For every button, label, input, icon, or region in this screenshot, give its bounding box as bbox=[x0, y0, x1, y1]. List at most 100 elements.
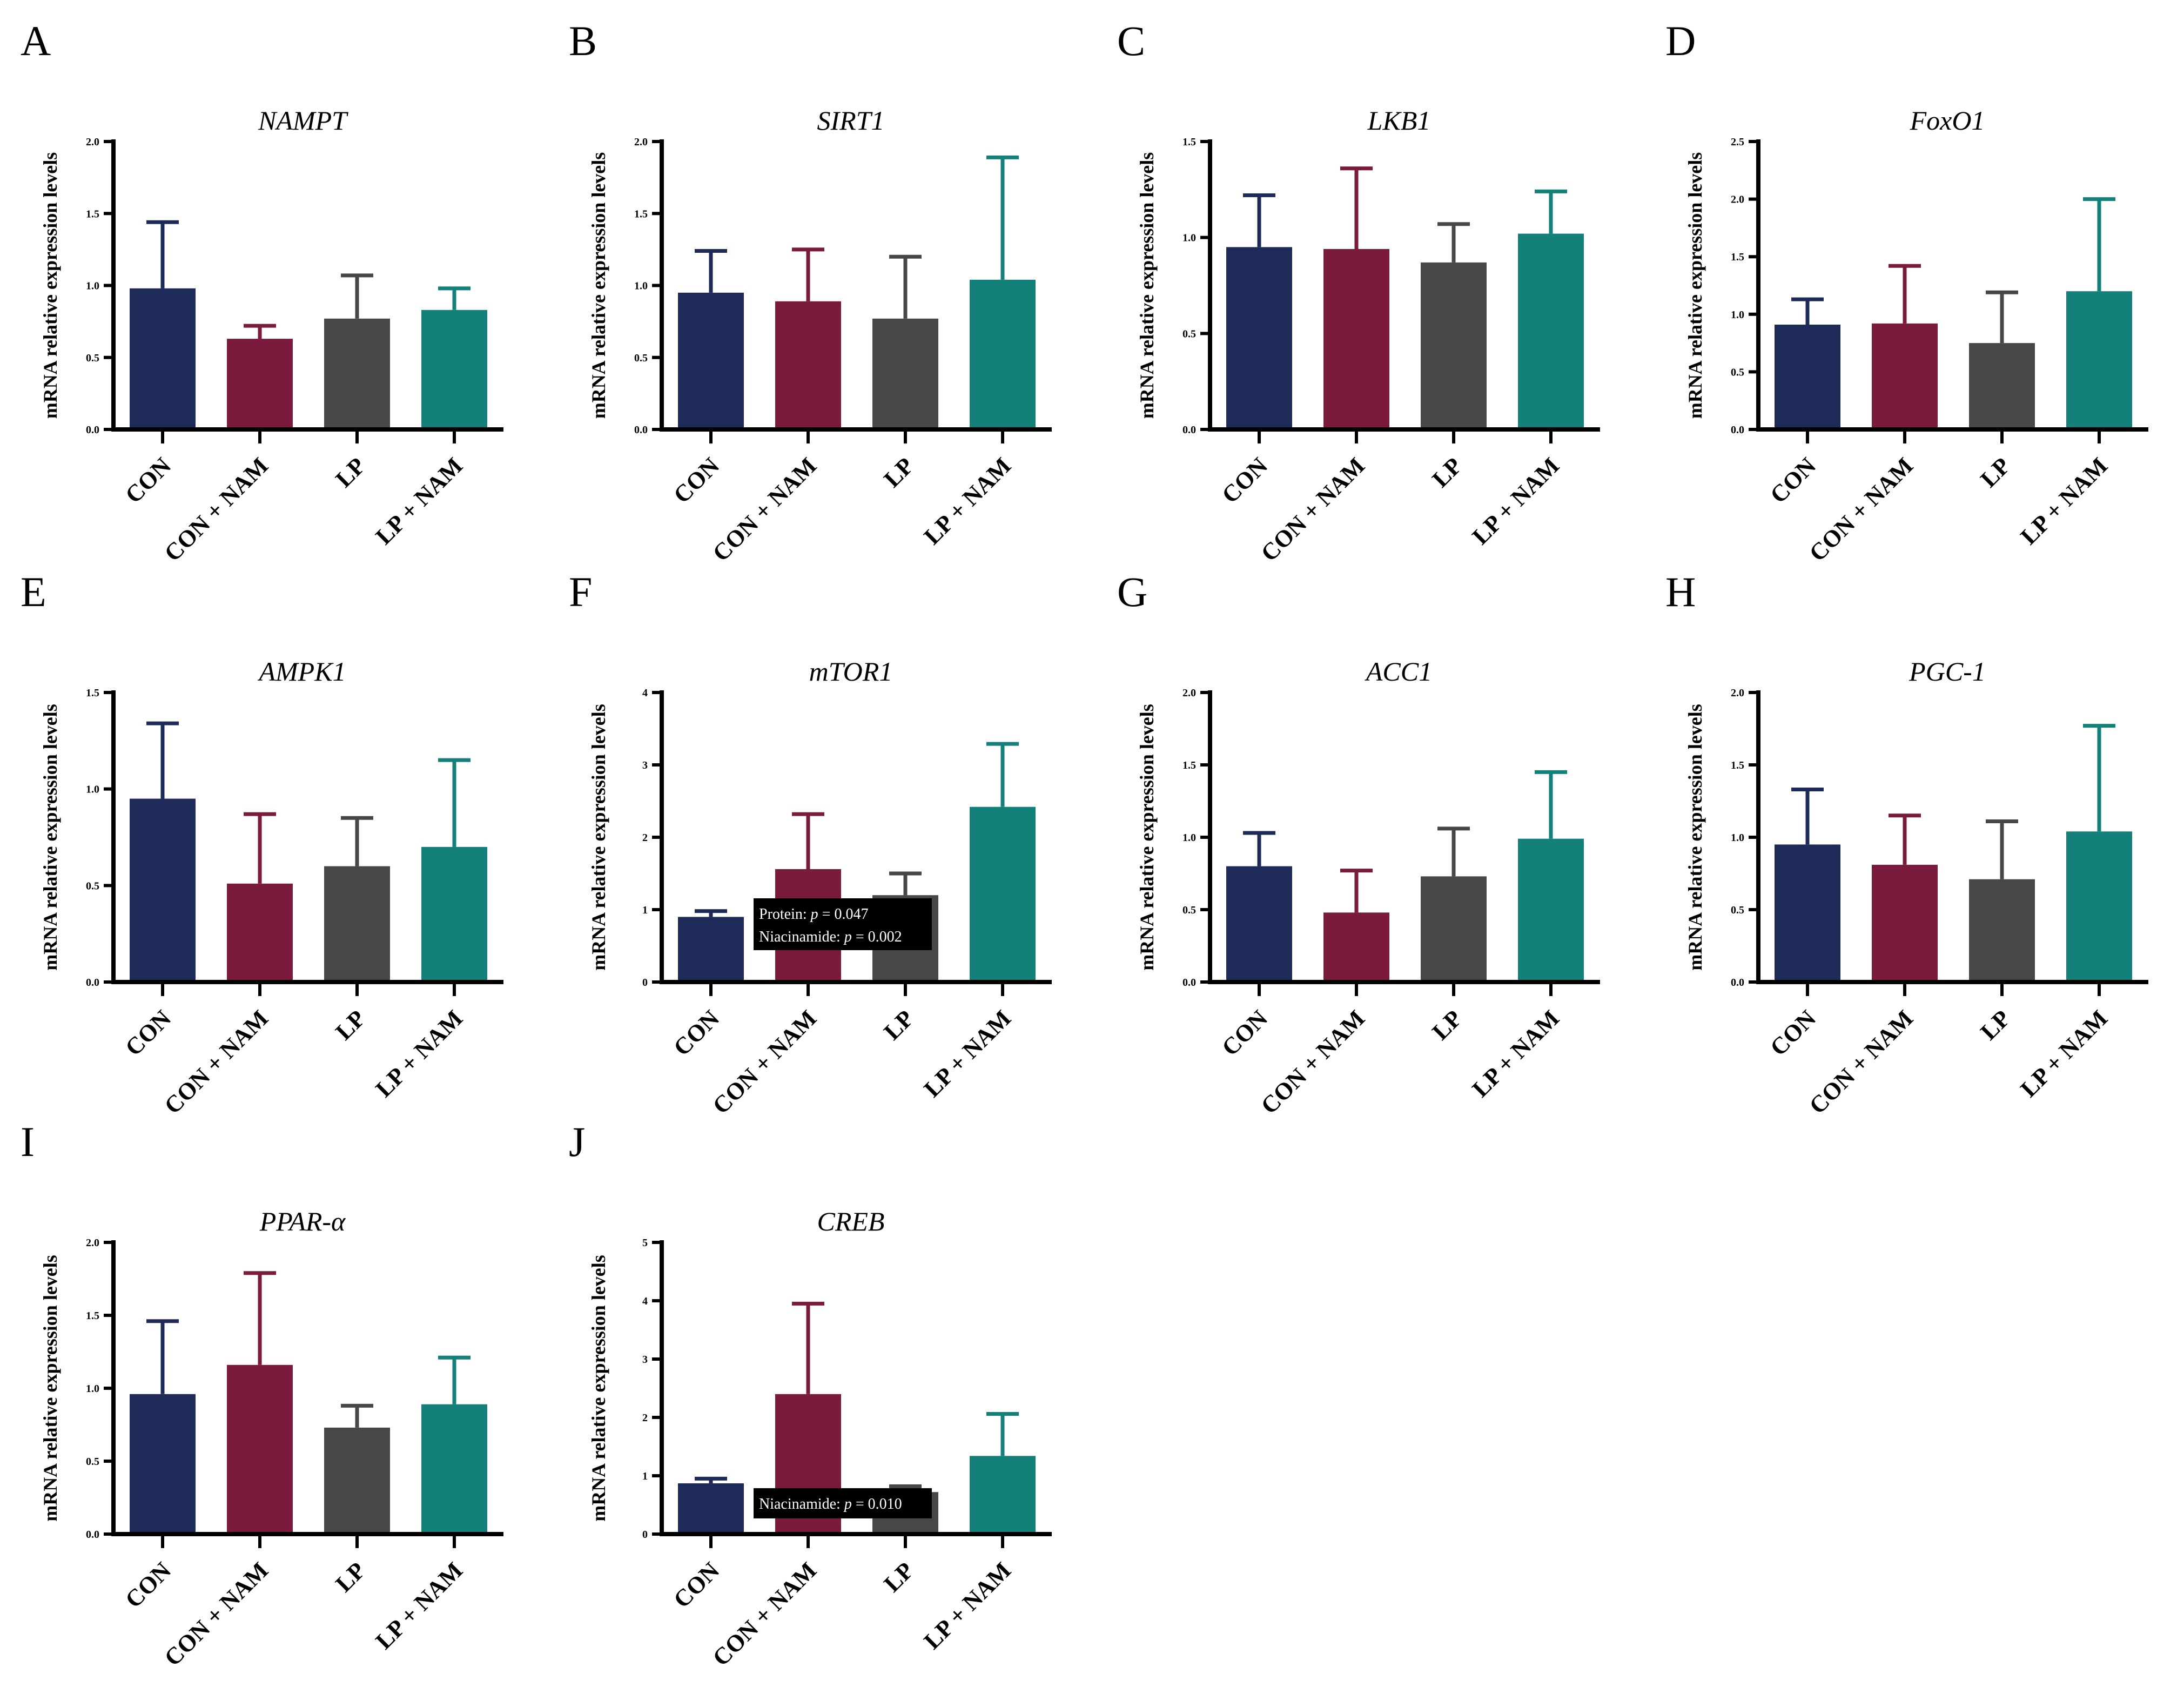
panel-j-ytick-label: 3 bbox=[642, 1354, 648, 1366]
panel-b-ytick-label: 0.0 bbox=[634, 424, 648, 436]
panel-f-bar-lp-nam bbox=[970, 806, 1036, 982]
panel-g-xtick-label-lp: LP bbox=[1427, 1005, 1467, 1045]
panel-b-ytick-label: 1.0 bbox=[634, 280, 648, 292]
panel-e: E AMPK1 mRNA relative expression levels 0.0… bbox=[21, 568, 503, 1119]
panel-e-bar-con bbox=[130, 798, 196, 982]
panel-h-letter: H bbox=[1665, 568, 1696, 615]
panel-i-ylabel: mRNA relative expression levels bbox=[39, 1255, 61, 1522]
panel-b-ytick-label: 2.0 bbox=[634, 136, 648, 148]
panel-j-ytick-label: 1 bbox=[642, 1470, 648, 1482]
panel-j-annotation-line1-label: Niacinamide: bbox=[759, 1496, 844, 1512]
panel-g-bar-lp-nam bbox=[1518, 838, 1584, 982]
panel-g-ytick-label: 1.5 bbox=[1182, 759, 1196, 771]
panel-d-xtick-label-con: CON bbox=[1765, 452, 1821, 508]
panel-h-bar-lp bbox=[1969, 879, 2035, 982]
panel-j-title: CREB bbox=[817, 1206, 885, 1236]
panel-a-ylabel: mRNA relative expression levels bbox=[39, 152, 61, 419]
panel-h-ylabel: mRNA relative expression levels bbox=[1684, 704, 1706, 971]
panel-h-ytick-label: 0.5 bbox=[1731, 904, 1744, 916]
panel-f-annotation-box bbox=[754, 898, 932, 950]
panel-c: C LKB1 mRNA relative expression levels 0.0 0… bbox=[1117, 17, 1600, 567]
panel-f-annotation-line1-label: Protein: bbox=[759, 906, 811, 923]
panel-j-letter: J bbox=[569, 1118, 585, 1165]
panel-g-ytick-label: 0.0 bbox=[1182, 977, 1196, 989]
panel-f-bar-con bbox=[678, 917, 744, 982]
panel-j-bar-con bbox=[678, 1483, 744, 1534]
panel-e-ytick-label: 1.5 bbox=[86, 687, 99, 699]
panel-c-ytick-label: 1.0 bbox=[1182, 232, 1196, 244]
panel-b-xtick-label-lp-nam: LP + NAM bbox=[919, 452, 1016, 549]
panel-h-xtick-label-lp-nam: LP + NAM bbox=[2015, 1005, 2113, 1102]
panel-i-letter: I bbox=[21, 1118, 35, 1165]
panel-j-annotation: Niacinamide: p = 0.010 bbox=[754, 1488, 932, 1518]
panel-j-bar-lp-nam bbox=[970, 1456, 1036, 1534]
panel-g-title: ACC1 bbox=[1365, 656, 1432, 687]
panel-j-annotation-box bbox=[754, 1488, 932, 1518]
panel-h-ytick-label: 1.0 bbox=[1731, 832, 1744, 844]
panel-j-annotation-line1-value: = 0.010 bbox=[852, 1496, 902, 1512]
panel-b-ytick-label: 0.5 bbox=[634, 352, 648, 364]
panel-e-xtick-label-con: CON bbox=[120, 1005, 176, 1061]
panel-j-xtick-label-con: CON bbox=[668, 1557, 724, 1613]
panel-c-xtick-label-con-nam: CON + NAM bbox=[1256, 452, 1370, 566]
panel-d-ytick-label: 1.0 bbox=[1731, 309, 1744, 321]
panel-g-ytick-label: 0.5 bbox=[1182, 904, 1196, 916]
panel-i-xtick-label-lp: LP bbox=[331, 1557, 371, 1597]
panel-i-ytick-label: 1.5 bbox=[86, 1310, 99, 1322]
panel-g-bar-con-nam bbox=[1323, 912, 1389, 982]
panel-c-ytick-label: 1.5 bbox=[1182, 136, 1196, 148]
panel-d-bar-con bbox=[1775, 324, 1840, 429]
panel-i-ytick-label: 2.0 bbox=[86, 1237, 99, 1249]
panel-a-title: NAMPT bbox=[258, 105, 348, 136]
panel-i-ytick-label: 1.0 bbox=[86, 1383, 99, 1395]
panel-b-bar-lp bbox=[872, 318, 938, 429]
panel-i-xtick-label-con: CON bbox=[120, 1557, 176, 1613]
panel-a-bar-con bbox=[130, 288, 196, 429]
panel-j-annotation-line1-p: p bbox=[843, 1496, 852, 1512]
panel-f-annotation-line1-p: p bbox=[810, 906, 818, 923]
panel-i-bar-con-nam bbox=[227, 1364, 293, 1534]
panel-f-ytick-label: 3 bbox=[642, 759, 648, 771]
panel-e-xtick-label-lp: LP bbox=[331, 1005, 371, 1045]
panel-c-ytick-label: 0.5 bbox=[1182, 328, 1196, 340]
panel-f-annotation-line1: Protein: p = 0.047 bbox=[759, 906, 868, 923]
panel-a: A NAMPT mRNA relative expression levels 0.0… bbox=[21, 17, 503, 567]
panel-d-bar-con-nam bbox=[1872, 323, 1938, 429]
panel-f-xtick-label-con: CON bbox=[668, 1005, 724, 1061]
panel-b-bar-lp-nam bbox=[970, 279, 1036, 429]
panel-g-xtick-label-lp-nam: LP + NAM bbox=[1467, 1005, 1564, 1102]
panel-c-bar-lp-nam bbox=[1518, 233, 1584, 429]
panel-h-bar-con-nam bbox=[1872, 864, 1938, 982]
panel-e-bar-con-nam bbox=[227, 883, 293, 982]
panel-h-ytick-label: 2.0 bbox=[1731, 687, 1744, 699]
panel-c-xtick-label-con: CON bbox=[1217, 452, 1273, 508]
panel-c-ytick-label: 0.0 bbox=[1182, 424, 1196, 436]
panel-d: D FoxO1 mRNA relative expression levels 0.0… bbox=[1665, 17, 2148, 567]
panel-j-ytick-label: 4 bbox=[642, 1295, 648, 1307]
panel-d-ytick-label: 0.5 bbox=[1731, 366, 1744, 378]
panel-e-title: AMPK1 bbox=[257, 656, 346, 687]
panel-j-xtick-label-con-nam: CON + NAM bbox=[708, 1557, 822, 1671]
panel-i-title: PPAR-α bbox=[259, 1206, 346, 1236]
panel-f-annotation-line2-value: = 0.002 bbox=[852, 929, 902, 945]
panel-j-ytick-label: 2 bbox=[642, 1412, 648, 1424]
panel-b-ylabel: mRNA relative expression levels bbox=[588, 152, 609, 419]
panel-a-bar-lp bbox=[324, 318, 390, 429]
panel-e-ytick-label: 1.0 bbox=[86, 784, 99, 796]
panel-a-ytick-label: 2.0 bbox=[86, 136, 99, 148]
panel-g-ytick-label: 2.0 bbox=[1182, 687, 1196, 699]
panel-h: H PGC-1 mRNA relative expression levels 0.0… bbox=[1665, 568, 2148, 1119]
panel-a-ytick-label: 0.0 bbox=[86, 424, 99, 436]
panel-a-xtick-label-lp: LP bbox=[331, 452, 371, 492]
panel-b-bar-con bbox=[678, 292, 744, 429]
panel-j-annotation-line1: Niacinamide: p = 0.010 bbox=[759, 1496, 902, 1512]
panel-a-xtick-label-lp-nam: LP + NAM bbox=[371, 452, 468, 549]
panel-e-xtick-label-lp-nam: LP + NAM bbox=[371, 1005, 468, 1102]
panel-a-ytick-label: 1.5 bbox=[86, 208, 99, 220]
panel-d-title: FoxO1 bbox=[1910, 105, 1985, 136]
panel-j-ytick-label: 0 bbox=[642, 1529, 648, 1541]
panel-i: I PPAR-α mRNA relative expression levels 0.… bbox=[21, 1118, 503, 1671]
panel-c-title: LKB1 bbox=[1367, 105, 1431, 136]
